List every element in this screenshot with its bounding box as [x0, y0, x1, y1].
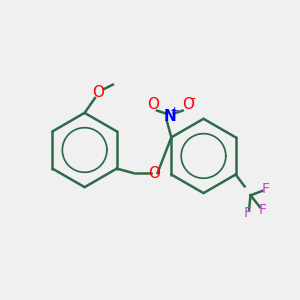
Text: O: O: [148, 97, 160, 112]
Text: O: O: [148, 166, 160, 181]
Text: O: O: [182, 97, 194, 112]
Text: +: +: [170, 106, 180, 116]
Text: F: F: [258, 203, 266, 217]
Text: N: N: [164, 109, 176, 124]
Text: F: F: [244, 206, 252, 220]
Text: -: -: [190, 93, 195, 107]
Text: O: O: [92, 85, 104, 100]
Text: F: F: [261, 182, 269, 197]
